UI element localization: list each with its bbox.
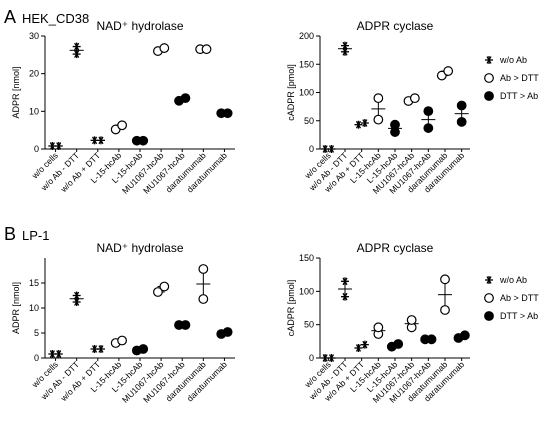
data-point <box>198 294 209 304</box>
data-point <box>72 42 81 51</box>
data-point <box>456 100 467 111</box>
legends-layer: w/o Ab Ab > DTT DTT > Ab w/o Ab Ab > DTT DTT … <box>484 55 539 321</box>
y-tick-label: 0 <box>309 144 314 154</box>
data-point <box>222 327 233 337</box>
data-point <box>360 340 369 349</box>
data-point <box>222 108 233 119</box>
data-point <box>373 114 384 125</box>
panel-letter-a: A <box>4 7 16 27</box>
data-point <box>459 330 470 341</box>
chart-title: ADPR cyclase <box>357 19 434 33</box>
data-point <box>54 141 63 150</box>
y-tick-label: 200 <box>299 31 314 41</box>
legend-label: Ab > DTT <box>500 73 539 83</box>
y-tick-label: 100 <box>299 88 314 98</box>
data-point <box>54 350 63 358</box>
data-point <box>373 322 384 333</box>
data-point <box>159 281 170 292</box>
y-tick-label: 0 <box>309 353 314 363</box>
y-tick-label: 0 <box>34 144 39 154</box>
data-point <box>153 287 163 297</box>
legend-marker <box>484 73 494 83</box>
legend-0: w/o Ab Ab > DTT DTT > Ab <box>484 55 539 101</box>
data-point <box>159 43 170 53</box>
data-point <box>341 41 349 50</box>
data-point <box>72 291 81 300</box>
y-tick-label: 5 <box>34 328 39 338</box>
y-tick-label: 20 <box>29 69 39 79</box>
y-tick-label: 50 <box>304 320 314 330</box>
data-point <box>341 292 349 301</box>
legend-marker <box>484 293 494 303</box>
data-point <box>393 339 404 349</box>
y-tick-label: 15 <box>29 278 39 288</box>
data-point <box>390 119 400 130</box>
panel-letter-b: B <box>4 224 16 244</box>
chart-title: ADPR cyclase <box>357 241 434 255</box>
panel-name-b: LP-1 <box>22 228 49 243</box>
data-point <box>180 93 191 104</box>
y-tick-label: 100 <box>299 286 314 296</box>
y-axis-label: ADPR [nmol] <box>11 66 21 118</box>
data-point <box>406 315 417 325</box>
y-tick-label: 30 <box>29 31 39 41</box>
y-tick-label: 150 <box>299 253 314 263</box>
data-point <box>117 335 127 346</box>
data-point <box>72 50 81 59</box>
data-point <box>198 264 209 274</box>
data-point <box>341 277 349 286</box>
legend-label: w/o Ab <box>499 55 527 65</box>
data-point <box>423 106 434 117</box>
y-tick-label: 10 <box>29 303 39 313</box>
data-point <box>354 120 363 129</box>
data-point <box>360 119 369 128</box>
y-tick-label: 0 <box>34 353 39 363</box>
y-tick-label: 150 <box>299 59 314 69</box>
data-point <box>426 334 437 345</box>
y-axis-label: cADPR [pmol] <box>286 64 296 121</box>
data-point <box>354 344 363 352</box>
y-axis-label: ADPR [nmol] <box>11 282 21 334</box>
legend-marker <box>484 91 494 101</box>
data-point <box>201 44 212 55</box>
legend-label: Ab > DTT <box>500 293 539 303</box>
data-point <box>443 66 454 76</box>
data-point <box>327 354 336 362</box>
data-point <box>117 120 127 131</box>
legend-1: w/o Ab Ab > DTT DTT > Ab <box>484 275 539 321</box>
y-tick-label: 50 <box>304 116 314 126</box>
data-point <box>138 135 149 146</box>
chart-title: NAD⁺ hydrolase <box>96 241 183 255</box>
legend-label: DTT > Ab <box>500 311 538 321</box>
chart-title: NAD⁺ hydrolase <box>96 19 183 33</box>
legend-marker <box>485 276 493 284</box>
data-point <box>423 123 434 133</box>
y-axis-label: cADPR [pmol] <box>286 280 296 337</box>
data-point <box>373 93 384 104</box>
legend-marker <box>484 311 494 321</box>
legend-label: DTT > Ab <box>500 91 538 101</box>
data-point <box>327 145 336 153</box>
data-point <box>138 344 149 354</box>
legend-label: w/o Ab <box>499 275 527 285</box>
data-point <box>96 345 105 353</box>
data-point <box>440 305 450 315</box>
data-point <box>456 116 467 127</box>
panel-name-a: HEK_CD38 <box>22 11 89 26</box>
data-point <box>440 274 450 285</box>
data-point <box>409 93 420 104</box>
legend-marker <box>485 56 493 64</box>
data-point <box>180 320 191 330</box>
y-tick-label: 10 <box>29 106 39 116</box>
data-point <box>96 136 105 145</box>
